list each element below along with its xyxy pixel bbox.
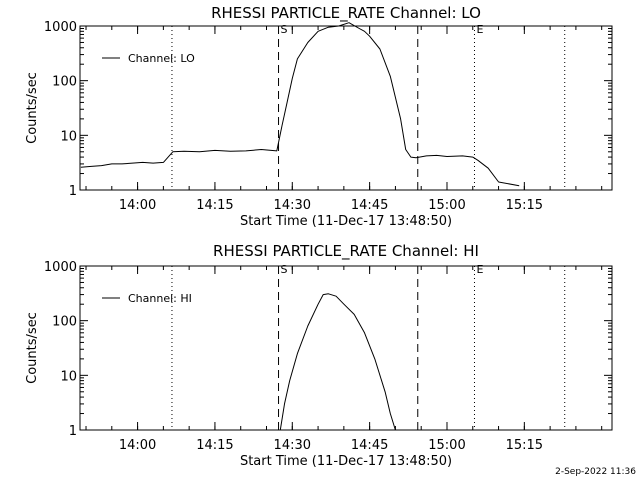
marker-label: S (281, 263, 288, 276)
marker-label: E (476, 23, 483, 36)
y-tick-label: 1 (69, 184, 77, 199)
hi-channel-panel: RHESSI PARTICLE_RATE Channel: HI 1 10 100 10… (25, 242, 613, 469)
x-tick-label: 15:00 (428, 438, 465, 453)
x-tick-label: 15:15 (506, 198, 543, 213)
chart-title: RHESSI PARTICLE_RATE Channel: LO (211, 4, 481, 23)
x-tick-label: 14:30 (274, 198, 311, 213)
marker-label: E (476, 263, 483, 276)
x-tick-label: 14:45 (351, 438, 388, 453)
marker-label: S (281, 23, 288, 36)
legend-label: Channel: LO (128, 52, 195, 65)
x-axis-label: Start Time (11-Dec-17 13:48:50) (240, 454, 452, 469)
y-tick-label: 10 (60, 129, 77, 144)
x-tick-label: 14:15 (196, 198, 233, 213)
x-axis-label: Start Time (11-Dec-17 13:48:50) (240, 214, 452, 229)
x-tick-label: 14:30 (274, 438, 311, 453)
x-tick-label: 15:15 (506, 438, 543, 453)
y-tick-label: 10 (60, 369, 77, 384)
y-tick-label: 1000 (44, 260, 77, 275)
y-tick-label: 1000 (44, 20, 77, 35)
series-line (80, 22, 520, 187)
y-tick-label: 1 (69, 424, 77, 439)
lo-channel-panel: RHESSI PARTICLE_RATE Channel: LO 1 10 100 10… (25, 4, 613, 229)
x-tick-label: 15:00 (428, 198, 465, 213)
x-tick-label: 14:00 (119, 438, 156, 453)
x-tick-label: 14:00 (119, 198, 156, 213)
plot-frame (79, 25, 613, 191)
footer-timestamp: 2-Sep-2022 11:36 (555, 467, 636, 477)
legend-label: Channel: HI (128, 292, 192, 305)
chart-title: RHESSI PARTICLE_RATE Channel: HI (213, 242, 479, 261)
x-tick-label: 14:15 (196, 438, 233, 453)
plot-frame (79, 265, 613, 431)
x-tick-label: 14:45 (351, 198, 388, 213)
y-tick-label: 100 (52, 315, 77, 330)
series-line (279, 293, 396, 431)
y-tick-label: 100 (52, 75, 77, 90)
y-axis-label: Counts/sec (25, 72, 40, 144)
y-axis-label: Counts/sec (25, 312, 40, 384)
